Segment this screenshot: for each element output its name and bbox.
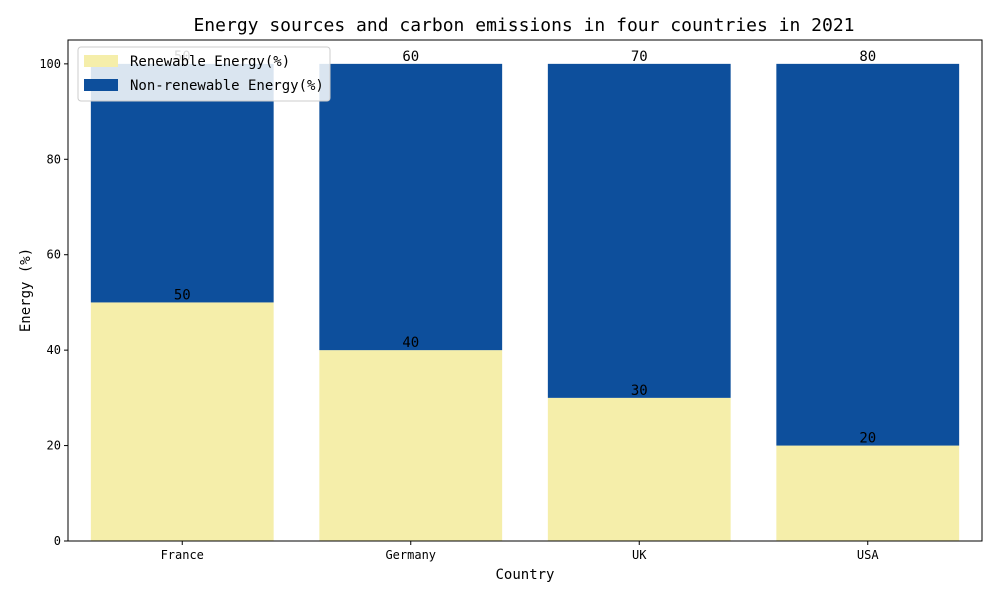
value-label-uk-series-0: 30 (631, 383, 648, 399)
legend-label-series-1: Non-renewable Energy(%) (130, 78, 324, 94)
chart-title: Energy sources and carbon emissions in f… (193, 15, 854, 36)
legend-swatch-series-0 (84, 55, 118, 67)
y-tick-label-20: 20 (47, 439, 61, 453)
x-tick-label-uk: UK (632, 548, 647, 562)
bar-uk-series-1 (547, 63, 731, 398)
x-tick-label-france: France (161, 548, 204, 562)
bar-uk-series-0 (547, 397, 731, 541)
value-labels-group: 5050406030702080 (174, 49, 876, 447)
legend-swatch-series-1 (84, 79, 118, 91)
value-label-uk-series-1: 70 (631, 49, 648, 65)
x-axis-label: Country (495, 567, 554, 583)
x-tick-label-usa: USA (857, 548, 879, 562)
value-label-usa-series-1: 80 (859, 49, 876, 65)
bar-usa-series-1 (776, 63, 960, 446)
bar-usa-series-0 (776, 445, 960, 541)
legend-box (77, 46, 331, 102)
value-label-france-series-0: 50 (174, 287, 191, 303)
y-tick-label-100: 100 (39, 57, 61, 71)
bars-group (90, 63, 960, 541)
y-axis-label: Energy (%) (18, 248, 34, 332)
x-tick-label-germany: Germany (385, 548, 436, 562)
y-tick-label-80: 80 (47, 152, 61, 166)
plot-frame (67, 39, 983, 542)
value-label-germany-series-1: 60 (402, 49, 419, 65)
bar-france-series-0 (90, 302, 274, 541)
y-tick-label-0: 0 (54, 534, 61, 548)
bar-germany-series-0 (319, 350, 503, 541)
y-tick-label-40: 40 (47, 343, 61, 357)
legend-label-series-0: Renewable Energy(%) (130, 54, 290, 70)
value-label-germany-series-0: 40 (402, 335, 419, 351)
legend: Renewable Energy(%) Non-renewable Energy(… (77, 46, 331, 102)
y-axis: 0 20 40 60 80 100 (39, 57, 68, 548)
x-axis: France Germany UK USA (161, 541, 879, 562)
bar-germany-series-1 (319, 63, 503, 351)
bar-france-series-1 (90, 63, 274, 303)
y-tick-label-60: 60 (47, 248, 61, 262)
value-label-usa-series-0: 20 (859, 431, 876, 447)
